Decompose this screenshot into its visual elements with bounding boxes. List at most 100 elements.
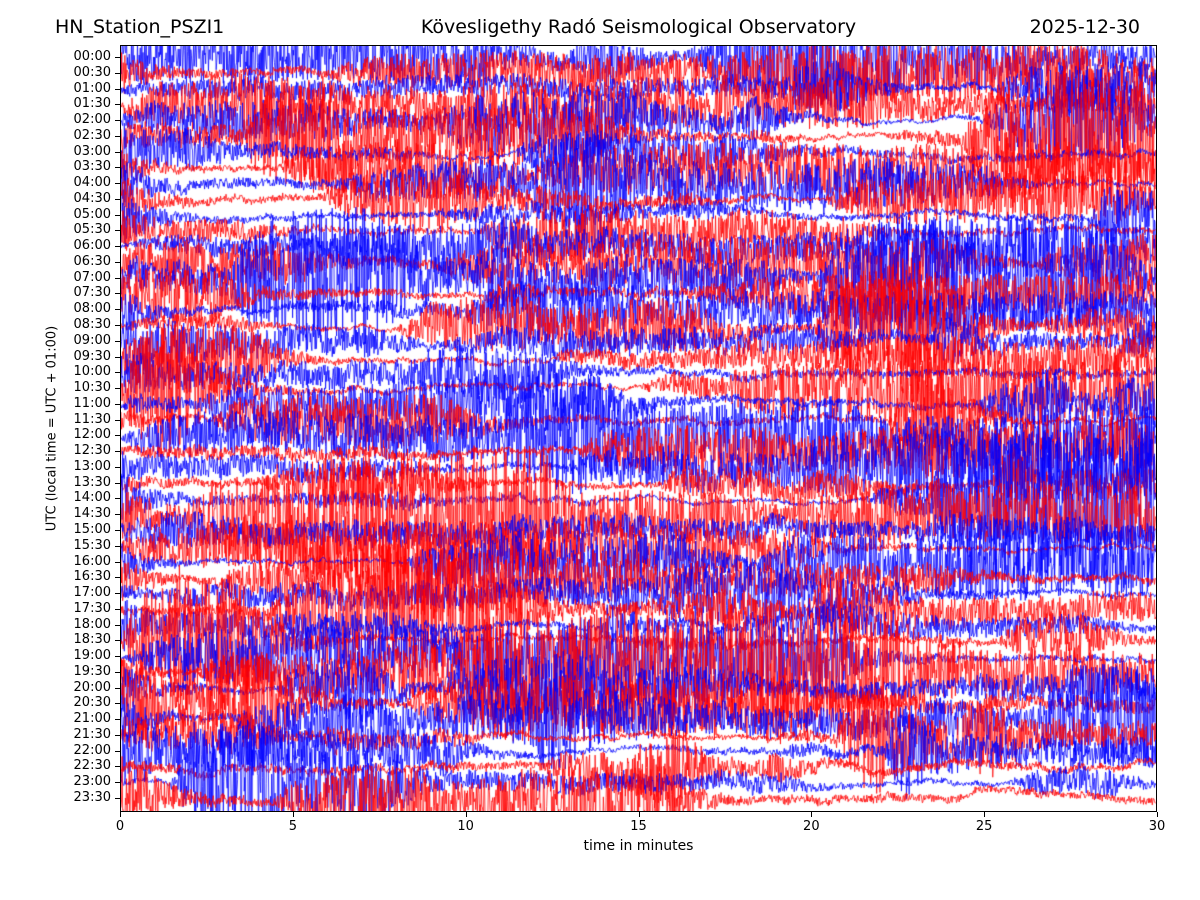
y-tick-mark	[115, 624, 120, 626]
y-tick-label: 00:30	[73, 64, 111, 80]
y-tick-label: 19:00	[73, 648, 111, 664]
y-tick-mark	[115, 608, 120, 610]
y-tick-label: 18:00	[73, 616, 111, 632]
y-tick-mark	[115, 782, 120, 784]
y-tick-label: 09:30	[73, 348, 111, 364]
y-tick-mark	[115, 451, 120, 453]
y-tick-label: 21:00	[73, 711, 111, 727]
y-tick-label: 12:30	[73, 443, 111, 459]
y-tick-mark	[115, 656, 120, 658]
y-tick-mark	[115, 466, 120, 468]
y-tick-label: 08:30	[73, 317, 111, 333]
y-tick-mark	[115, 482, 120, 484]
y-tick-mark	[115, 750, 120, 752]
y-tick-label: 16:30	[73, 569, 111, 585]
y-tick-mark	[115, 593, 120, 595]
y-tick-mark	[115, 104, 120, 106]
y-tick-label: 22:00	[73, 742, 111, 758]
y-tick-mark	[115, 246, 120, 248]
y-tick-mark	[115, 356, 120, 358]
y-tick-label: 14:30	[73, 506, 111, 522]
y-tick-mark	[115, 198, 120, 200]
y-tick-mark	[115, 798, 120, 799]
y-tick-label: 13:00	[73, 458, 111, 474]
y-tick-mark	[115, 372, 120, 374]
station-title: HN_Station_PSZI1	[55, 16, 225, 38]
y-tick-mark	[115, 577, 120, 579]
y-tick-label: 04:00	[73, 175, 111, 191]
x-tick-label: 0	[115, 819, 125, 834]
y-tick-label: 23:00	[73, 774, 111, 790]
x-tick-label: 10	[457, 819, 474, 834]
y-tick-label: 10:00	[73, 364, 111, 380]
y-tick-label: 22:30	[73, 758, 111, 774]
y-tick-mark	[115, 640, 120, 642]
plot-area	[120, 45, 1157, 812]
x-tick-label: 5	[288, 819, 297, 834]
y-tick-label: 11:00	[73, 395, 111, 411]
y-tick-mark	[115, 277, 120, 279]
y-tick-mark	[115, 309, 120, 311]
y-tick-mark	[115, 514, 120, 516]
y-tick-mark	[115, 734, 120, 736]
y-tick-mark	[115, 325, 120, 327]
x-tick-mark	[638, 812, 640, 817]
y-tick-label: 13:30	[73, 474, 111, 490]
x-axis-label: time in minutes	[583, 838, 694, 854]
y-tick-mark	[115, 293, 120, 295]
y-tick-mark	[115, 687, 120, 689]
y-tick-mark	[115, 135, 120, 137]
y-tick-mark	[115, 388, 120, 390]
x-tick-mark	[1157, 812, 1158, 817]
y-tick-mark	[115, 719, 120, 721]
y-tick-label: 02:30	[73, 127, 111, 143]
y-tick-mark	[115, 545, 120, 547]
y-tick-mark	[115, 561, 120, 563]
y-tick-label: 03:30	[73, 159, 111, 175]
y-tick-label: 16:00	[73, 553, 111, 569]
y-tick-label: 06:30	[73, 253, 111, 269]
y-tick-mark	[115, 340, 120, 342]
observatory-title: Kövesligethy Radó Seismological Observat…	[420, 16, 857, 38]
y-tick-mark	[115, 703, 120, 705]
y-tick-label: 18:30	[73, 632, 111, 648]
y-tick-label: 00:00	[73, 49, 111, 64]
y-tick-mark	[115, 230, 120, 232]
x-tick-label: 15	[630, 819, 647, 834]
y-tick-mark	[115, 529, 120, 531]
y-tick-label: 19:30	[73, 663, 111, 679]
y-tick-label: 17:00	[73, 585, 111, 601]
y-tick-mark	[115, 183, 120, 185]
y-tick-mark	[115, 214, 120, 216]
x-tick-mark	[120, 812, 121, 817]
y-tick-mark	[115, 419, 120, 421]
x-tick-mark	[984, 812, 986, 817]
y-tick-label: 07:00	[73, 269, 111, 285]
y-tick-label: 11:30	[73, 411, 111, 427]
y-tick-label: 05:00	[73, 206, 111, 222]
y-tick-mark	[115, 88, 120, 90]
x-tick-label: 20	[803, 819, 820, 834]
y-tick-label: 07:30	[73, 285, 111, 301]
y-tick-label: 03:00	[73, 143, 111, 159]
date-title: 2025-12-30	[1029, 16, 1140, 38]
y-tick-label: 20:00	[73, 679, 111, 695]
x-tick-mark	[292, 812, 294, 817]
y-tick-mark	[115, 498, 120, 500]
y-tick-mark	[115, 671, 120, 673]
y-tick-mark	[115, 435, 120, 437]
y-tick-mark	[115, 72, 120, 74]
y-tick-label: 17:30	[73, 600, 111, 616]
y-tick-label: 09:00	[73, 332, 111, 348]
y-tick-label: 21:30	[73, 726, 111, 742]
y-tick-mark	[115, 57, 120, 58]
y-tick-label: 02:00	[73, 112, 111, 128]
y-tick-mark	[115, 120, 120, 122]
y-tick-label: 01:30	[73, 96, 111, 112]
y-tick-label: 04:30	[73, 190, 111, 206]
y-tick-label: 20:30	[73, 695, 111, 711]
y-tick-mark	[115, 261, 120, 263]
x-tick-mark	[811, 812, 813, 817]
y-tick-mark	[115, 403, 120, 405]
